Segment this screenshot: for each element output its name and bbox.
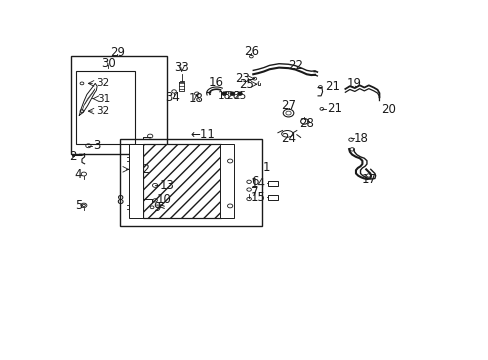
Bar (268, 195, 277, 199)
Text: 17: 17 (361, 172, 376, 185)
Text: 34: 34 (165, 91, 180, 104)
Text: 14: 14 (250, 177, 265, 190)
Text: 7: 7 (251, 186, 258, 199)
Text: 18: 18 (188, 92, 203, 105)
Text: 4: 4 (75, 167, 82, 180)
Text: 18: 18 (353, 131, 368, 144)
Text: 29: 29 (109, 46, 124, 59)
Text: 26: 26 (225, 91, 239, 102)
Bar (143, 144, 221, 218)
Text: 28: 28 (299, 117, 313, 130)
Text: 22: 22 (288, 59, 303, 72)
Text: 10: 10 (156, 193, 171, 206)
Bar (76, 71, 135, 144)
Text: 23: 23 (235, 72, 249, 85)
Text: 15: 15 (250, 191, 265, 204)
Text: 2: 2 (69, 150, 77, 163)
Text: 31: 31 (97, 94, 110, 104)
Text: 20: 20 (381, 103, 395, 116)
Text: 30: 30 (101, 57, 116, 70)
Bar (70, 56, 167, 154)
Text: 9: 9 (153, 201, 161, 214)
Circle shape (238, 93, 241, 95)
Bar (129, 144, 142, 218)
Text: 6: 6 (251, 175, 258, 188)
Text: 27: 27 (281, 99, 295, 112)
Text: 12: 12 (135, 163, 150, 176)
Text: ←11: ←11 (189, 128, 214, 141)
Text: 5: 5 (75, 199, 82, 212)
Circle shape (222, 93, 225, 95)
Text: 33: 33 (174, 61, 189, 74)
Text: 19: 19 (346, 77, 361, 90)
Text: 24: 24 (281, 132, 295, 145)
Circle shape (230, 93, 233, 95)
Text: 26: 26 (244, 45, 258, 58)
Bar (143, 144, 221, 218)
Text: 21: 21 (326, 102, 342, 116)
Text: 8: 8 (116, 194, 123, 207)
Text: 25: 25 (233, 91, 246, 102)
Bar (120, 139, 262, 226)
Text: 21: 21 (324, 81, 339, 94)
Bar (220, 144, 233, 218)
Text: 25: 25 (238, 78, 253, 91)
Text: 3: 3 (93, 139, 100, 152)
Text: 16: 16 (208, 76, 224, 89)
Text: 32: 32 (96, 106, 109, 116)
Text: 32: 32 (96, 78, 109, 89)
Text: 18: 18 (217, 91, 230, 102)
Text: 1: 1 (263, 161, 270, 175)
Bar (268, 181, 277, 186)
Text: 13: 13 (159, 179, 174, 192)
